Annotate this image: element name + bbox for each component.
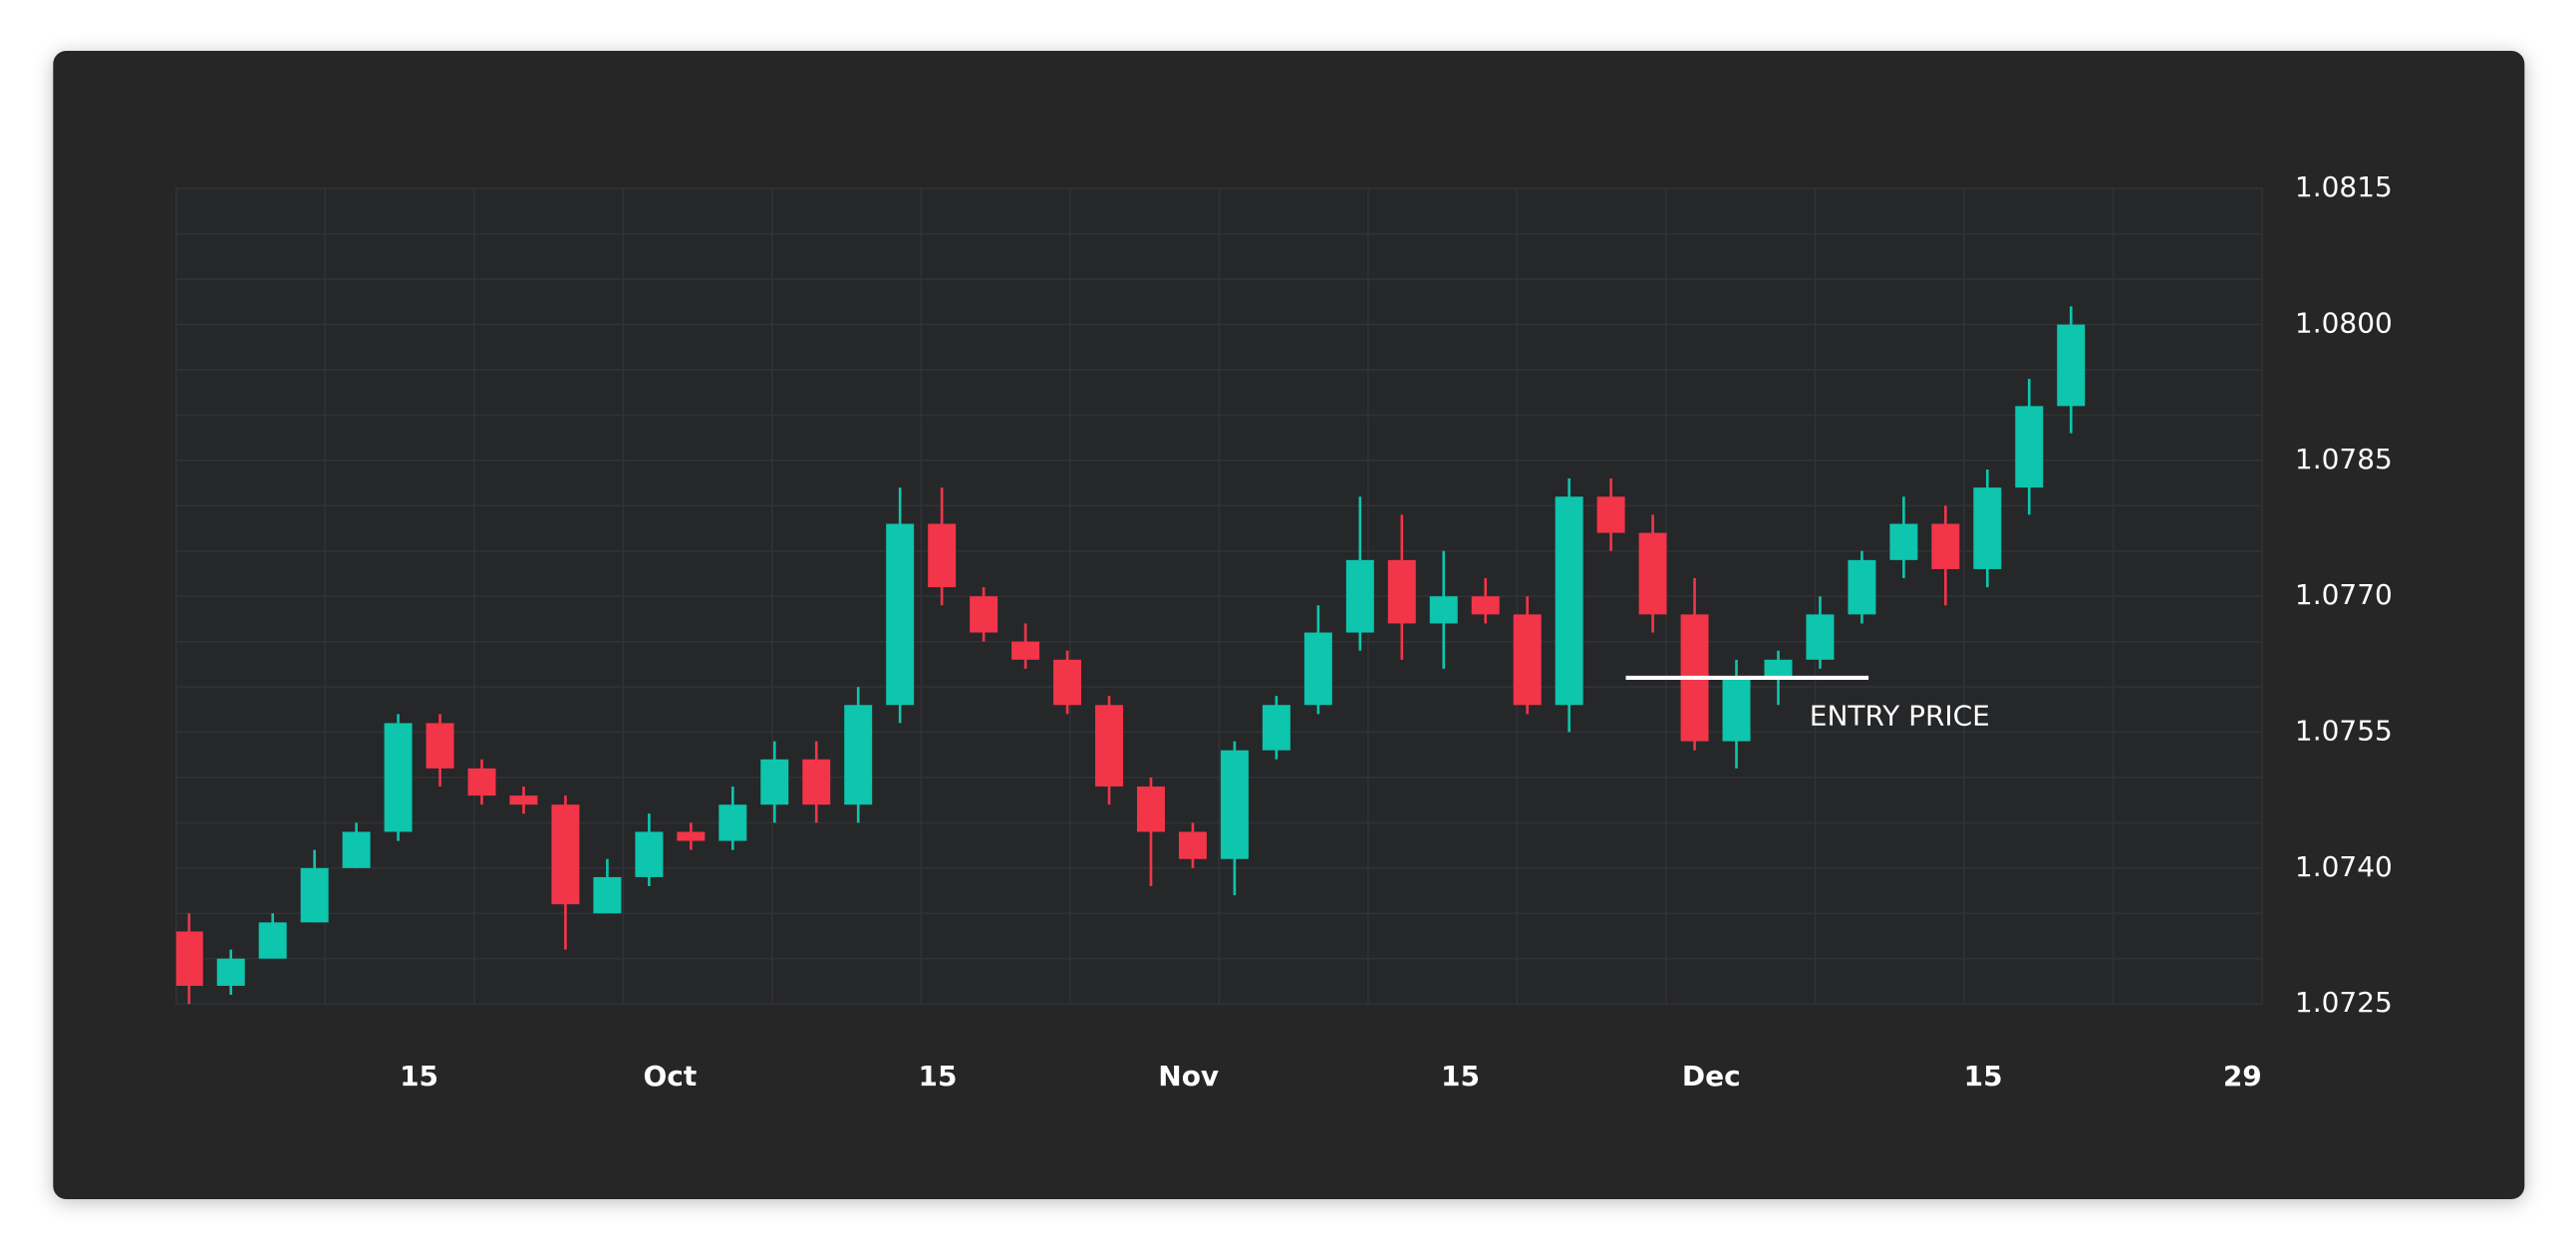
candle-body — [718, 804, 747, 841]
candle-body — [1011, 641, 1040, 660]
x-tick-label: 15 — [1964, 1060, 2003, 1093]
y-tick-label: 1.0800 — [2295, 307, 2393, 340]
candle-body — [677, 831, 706, 841]
candle-body — [175, 931, 203, 986]
x-tick-label: Dec — [1682, 1060, 1741, 1093]
candle-body — [1178, 831, 1207, 859]
candle-body — [760, 759, 789, 805]
candle-body — [1136, 786, 1165, 832]
y-tick-label: 1.0785 — [2295, 443, 2393, 475]
y-tick-label: 1.0740 — [2295, 850, 2393, 883]
candle-body — [384, 723, 413, 832]
x-tick-label: 15 — [1441, 1060, 1480, 1093]
candle-body — [342, 831, 371, 868]
candle-body — [970, 596, 999, 633]
candle-body — [1764, 659, 1793, 678]
candle-body — [467, 768, 496, 796]
candle-body — [593, 876, 622, 914]
candle-body — [426, 723, 454, 769]
candle-body — [1806, 614, 1835, 660]
candle-body — [635, 831, 664, 877]
y-tick-label: 1.0725 — [2295, 986, 2393, 1019]
candle-body — [1973, 487, 2002, 569]
candle-body — [551, 804, 580, 905]
candle-body — [300, 867, 329, 923]
candle-body — [1513, 614, 1542, 706]
candle-body — [1429, 596, 1458, 624]
candle-body — [1848, 559, 1876, 615]
grid — [175, 187, 2263, 1005]
candle-body — [258, 922, 287, 959]
candle-body — [802, 759, 831, 805]
candle-body — [886, 523, 915, 706]
candle-body — [2057, 324, 2086, 407]
candle-body — [928, 523, 957, 588]
candle-body — [216, 958, 245, 986]
y-tick-label: 1.0815 — [2295, 170, 2393, 203]
candle-body — [844, 705, 873, 805]
candle-body — [1471, 596, 1500, 615]
candle-body — [1889, 523, 1918, 560]
x-tick-label: 29 — [2223, 1060, 2262, 1093]
candle-body — [1220, 750, 1249, 859]
entry-price-label: ENTRY PRICE — [1810, 699, 1990, 732]
candle-body — [1303, 632, 1332, 706]
candle-body — [1053, 659, 1082, 706]
candle-body — [1345, 559, 1374, 633]
candle-body — [1555, 496, 1583, 706]
candle-body — [1596, 496, 1625, 533]
x-tick-label: 15 — [918, 1060, 957, 1093]
candle-body — [1722, 677, 1751, 742]
x-tick-label: 15 — [400, 1060, 438, 1093]
candle-body — [509, 795, 538, 805]
candle-body — [1638, 532, 1667, 615]
candle-body — [1387, 559, 1416, 624]
labels: 1.0725 1.0740 1.0755 1.0770 1.0785 1.0800 1.08… — [400, 170, 2393, 1093]
x-tick-label: Oct — [643, 1060, 697, 1093]
y-tick-label: 1.0755 — [2295, 715, 2393, 748]
candle-body — [1095, 705, 1123, 787]
candle-body — [2015, 406, 2044, 488]
candle-body — [1262, 705, 1290, 751]
candle-body — [1931, 523, 1960, 569]
y-tick-label: 1.0770 — [2295, 578, 2393, 611]
x-tick-label: Nov — [1158, 1060, 1219, 1093]
